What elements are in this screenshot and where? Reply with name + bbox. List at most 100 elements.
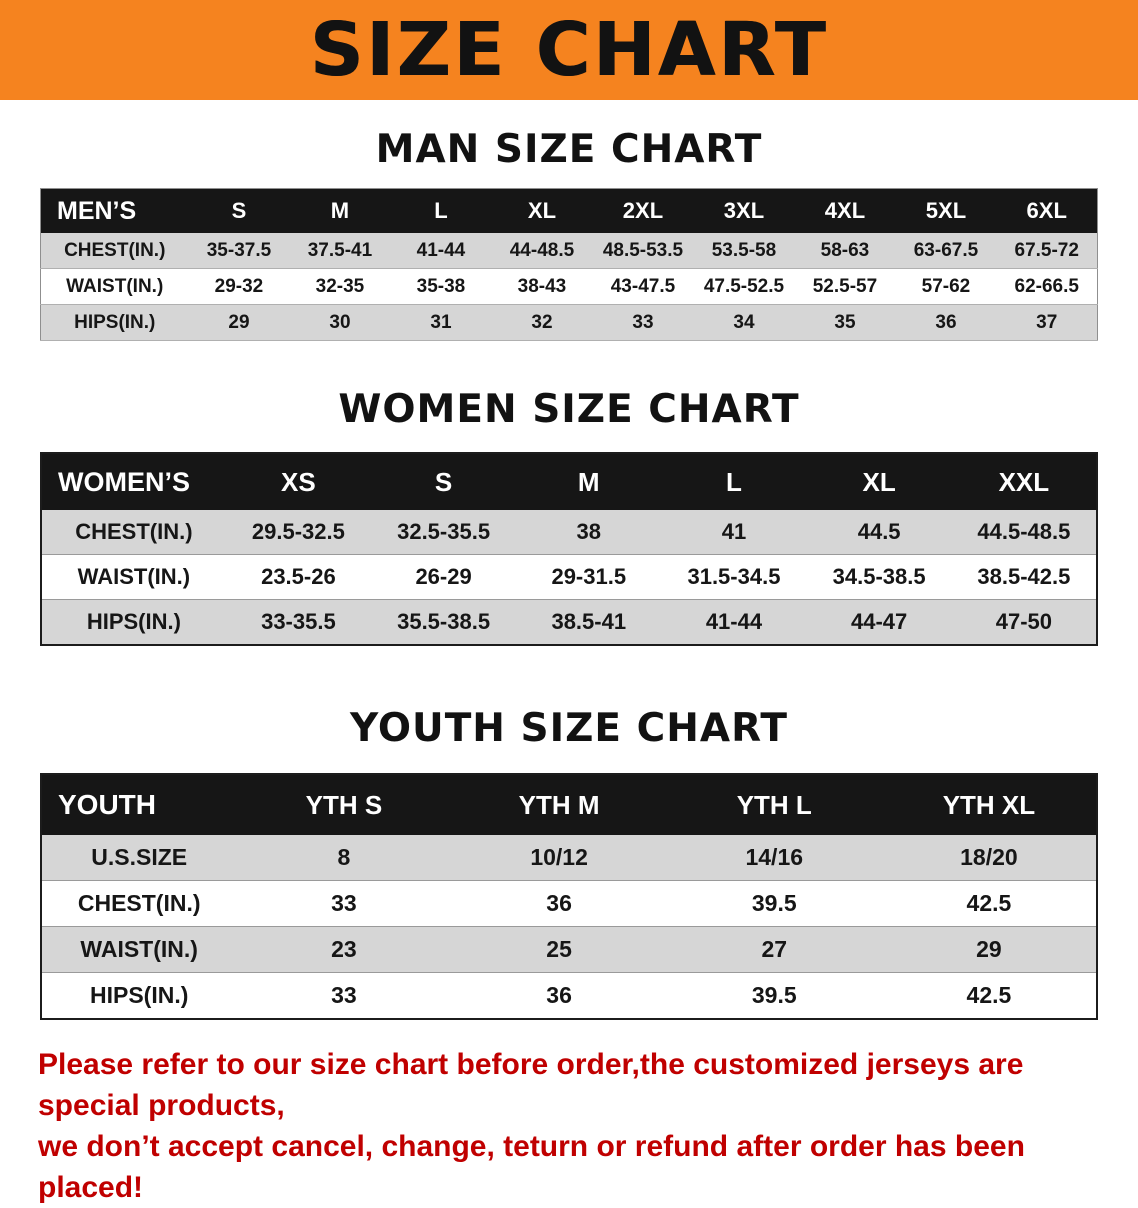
row-label: HIPS(IN.) — [41, 599, 226, 646]
size-cell: 10/12 — [451, 835, 667, 881]
column-header: M — [516, 453, 662, 510]
column-header: S — [188, 188, 290, 233]
size-cell: 29 — [881, 926, 1097, 973]
size-cell: 30 — [289, 304, 391, 341]
size-cell: 35.5-38.5 — [370, 599, 517, 646]
size-cell: 62-66.5 — [996, 268, 1098, 305]
size-cell: 39.5 — [666, 972, 882, 1020]
column-header: L — [390, 188, 492, 233]
table-header-row: YOUTH YTH S YTH M YTH L YTH XL — [41, 774, 1097, 835]
row-label: WAIST(IN.) — [41, 926, 237, 973]
size-cell: 35-38 — [390, 268, 492, 305]
disclaimer-line-2: we don’t accept cancel, change, teturn o… — [38, 1130, 1025, 1204]
size-cell: 48.5-53.5 — [592, 233, 694, 269]
women-section-heading: WOMEN SIZE CHART — [338, 387, 800, 432]
column-header: L — [661, 453, 807, 510]
men-size-table: MEN’S S M L XL 2XL 3XL 4XL 5XL 6XL CHEST(IN.) 35-37… — [40, 188, 1098, 341]
women-size-table: WOMEN’S XS S M L XL XXL CHEST(IN.) 29.5-32.5 32.5… — [40, 452, 1098, 646]
size-cell: 38-43 — [491, 268, 593, 305]
column-header: 2XL — [592, 188, 694, 233]
table-corner-label: MEN’S — [40, 188, 189, 233]
table-row: WAIST(IN.) 23 25 27 29 — [41, 926, 1097, 973]
column-header: M — [289, 188, 391, 233]
size-cell: 42.5 — [881, 972, 1097, 1020]
size-cell: 23.5-26 — [225, 554, 371, 600]
column-header: YTH M — [451, 774, 667, 835]
size-cell: 18/20 — [881, 835, 1097, 881]
size-cell: 67.5-72 — [996, 233, 1098, 269]
row-label: WAIST(IN.) — [40, 268, 189, 305]
row-label: U.S.SIZE — [41, 835, 237, 881]
size-cell: 26-29 — [370, 554, 517, 600]
size-cell: 44-48.5 — [491, 233, 593, 269]
table-row: WAIST(IN.) 29-32 32-35 35-38 38-43 43-47.5 47.… — [40, 268, 1098, 305]
size-cell: 41 — [661, 510, 807, 555]
table-header-row: WOMEN’S XS S M L XL XXL — [41, 453, 1097, 510]
size-cell: 38 — [516, 510, 662, 555]
size-cell: 44.5-48.5 — [951, 510, 1097, 555]
column-header: S — [370, 453, 517, 510]
table-corner-label: YOUTH — [41, 774, 237, 835]
table-row: HIPS(IN.) 33-35.5 35.5-38.5 38.5-41 41-44 44-… — [41, 599, 1097, 646]
row-label: CHEST(IN.) — [41, 880, 237, 927]
size-cell: 29-31.5 — [516, 554, 662, 600]
size-cell: 52.5-57 — [794, 268, 896, 305]
size-cell: 32.5-35.5 — [370, 510, 517, 555]
row-label: HIPS(IN.) — [41, 972, 237, 1020]
size-cell: 27 — [666, 926, 882, 973]
column-header: XL — [491, 188, 593, 233]
size-cell: 35 — [794, 304, 896, 341]
size-cell: 32-35 — [289, 268, 391, 305]
size-cell: 43-47.5 — [592, 268, 694, 305]
size-cell: 36 — [451, 972, 667, 1020]
banner: SIZE CHART — [0, 0, 1138, 100]
size-cell: 33-35.5 — [225, 599, 371, 646]
column-header: XL — [806, 453, 952, 510]
size-cell: 29 — [188, 304, 290, 341]
row-label: WAIST(IN.) — [41, 554, 226, 600]
size-cell: 35-37.5 — [188, 233, 290, 269]
size-cell: 41-44 — [661, 599, 807, 646]
column-header: 4XL — [794, 188, 896, 233]
men-section-heading: MAN SIZE CHART — [375, 127, 763, 172]
size-cell: 47.5-52.5 — [693, 268, 795, 305]
size-cell: 33 — [592, 304, 694, 341]
table-header-row: MEN’S S M L XL 2XL 3XL 4XL 5XL 6XL — [40, 188, 1098, 233]
size-cell: 42.5 — [881, 880, 1097, 927]
size-cell: 31 — [390, 304, 492, 341]
row-label: CHEST(IN.) — [40, 233, 189, 269]
disclaimer-note: Please refer to our size chart before or… — [0, 1044, 1138, 1208]
table-corner-label: WOMEN’S — [41, 453, 226, 510]
size-cell: 39.5 — [666, 880, 882, 927]
size-cell: 38.5-42.5 — [951, 554, 1097, 600]
size-cell: 29.5-32.5 — [225, 510, 371, 555]
youth-section-heading: YOUTH SIZE CHART — [350, 706, 788, 751]
size-cell: 41-44 — [390, 233, 492, 269]
row-label: HIPS(IN.) — [40, 304, 189, 341]
size-cell: 44-47 — [806, 599, 952, 646]
size-cell: 34.5-38.5 — [806, 554, 952, 600]
column-header: YTH L — [666, 774, 882, 835]
size-cell: 36 — [451, 880, 667, 927]
size-cell: 33 — [236, 972, 452, 1020]
size-cell: 23 — [236, 926, 452, 973]
size-cell: 63-67.5 — [895, 233, 997, 269]
table-row: CHEST(IN.) 29.5-32.5 32.5-35.5 38 41 44.5 44.5… — [41, 510, 1097, 555]
banner-title: SIZE CHART — [309, 7, 829, 93]
size-cell: 29-32 — [188, 268, 290, 305]
column-header: YTH S — [236, 774, 452, 835]
size-cell: 57-62 — [895, 268, 997, 305]
size-cell: 8 — [236, 835, 452, 881]
table-row: WAIST(IN.) 23.5-26 26-29 29-31.5 31.5-34.5 34… — [41, 554, 1097, 600]
size-cell: 34 — [693, 304, 795, 341]
table-row: HIPS(IN.) 33 36 39.5 42.5 — [41, 972, 1097, 1020]
size-cell: 33 — [236, 880, 452, 927]
column-header: 5XL — [895, 188, 997, 233]
size-cell: 37.5-41 — [289, 233, 391, 269]
size-cell: 37 — [996, 304, 1098, 341]
disclaimer-line-1: Please refer to our size chart before or… — [38, 1048, 1024, 1122]
row-label: CHEST(IN.) — [41, 510, 226, 555]
table-row: U.S.SIZE 8 10/12 14/16 18/20 — [41, 835, 1097, 881]
size-cell: 53.5-58 — [693, 233, 795, 269]
column-header: 6XL — [996, 188, 1098, 233]
